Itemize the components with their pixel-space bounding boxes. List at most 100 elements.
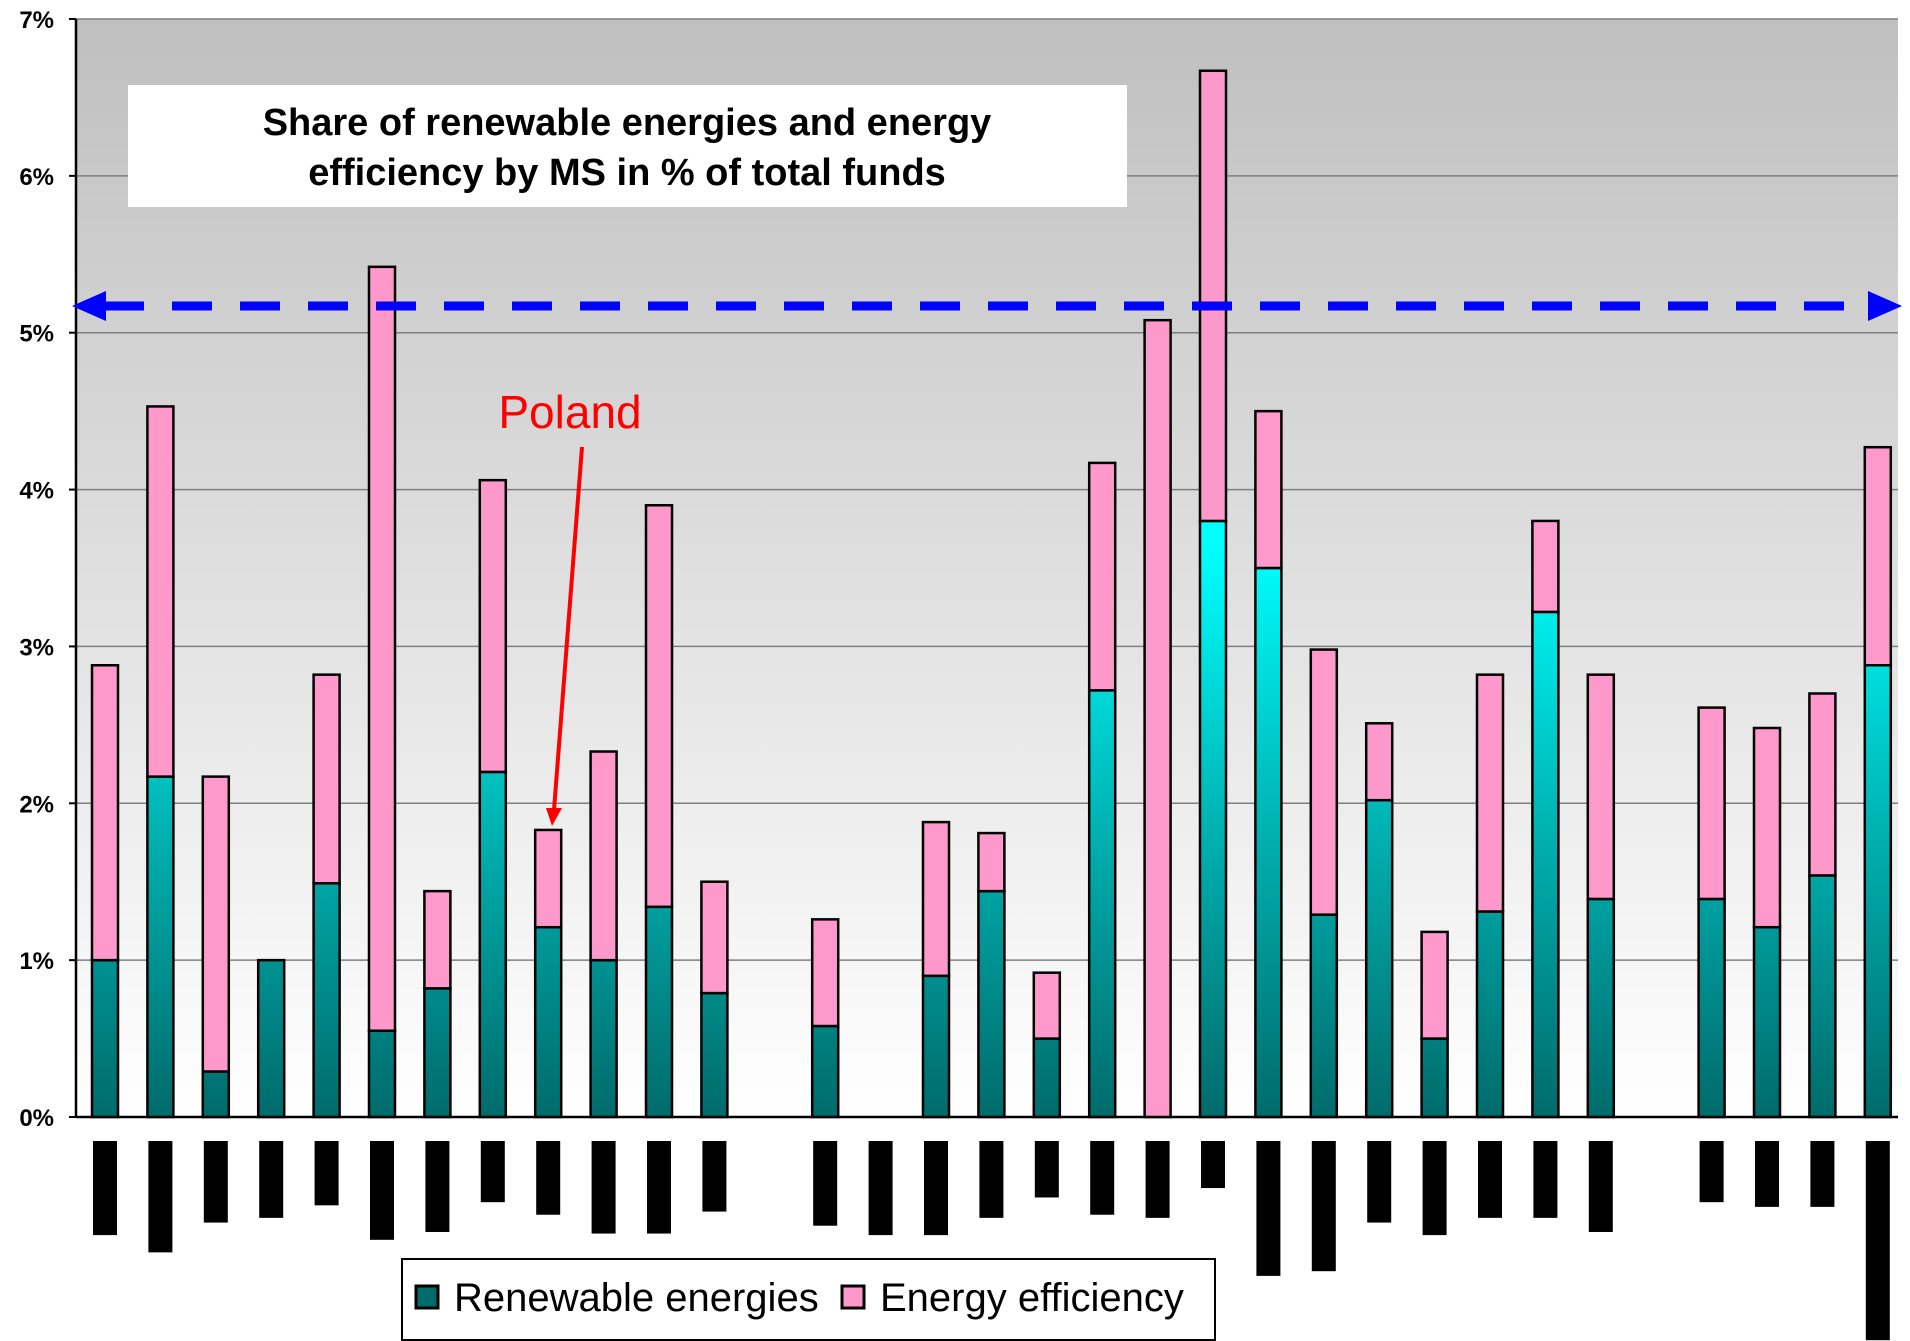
lower-bar [1865,1141,1890,1341]
bar-renewable [423,987,452,1119]
lower-bar [1755,1141,1779,1207]
lower-bar [647,1141,671,1234]
bar-efficiency [700,880,729,995]
lower-bar [370,1141,394,1240]
lower-bar [1034,1141,1059,1198]
lower-bar [425,1141,450,1232]
y-tick-label: 1% [19,948,54,975]
lower-bar [1311,1141,1336,1272]
bar-efficiency [810,918,840,1028]
legend-label-efficiency: Energy efficiency [880,1276,1184,1320]
lower-bar [1478,1141,1502,1218]
bar-efficiency [533,828,563,929]
bar-renewable [1032,1037,1062,1119]
chart-title-line-2: efficiency by MS in % of total funds [308,152,946,194]
y-tick-label: 3% [19,634,54,661]
bar-efficiency [1697,706,1726,901]
reference-arrow-right [1868,291,1902,322]
bar-efficiency [478,478,508,774]
y-tick-label: 4% [19,478,54,505]
reference-line [72,291,1902,322]
bar-efficiency [644,504,674,909]
y-tick-label: 7% [19,7,54,34]
lower-bar [868,1141,893,1236]
bar-renewable [1087,689,1117,1119]
lower-bar [148,1141,173,1253]
lower-bar [1145,1141,1170,1218]
bar-efficiency [1808,692,1837,877]
lower-bars [93,1141,1890,1341]
y-tick-label: 2% [19,791,54,818]
bar-efficiency [1752,726,1782,929]
lower-bar [813,1141,838,1226]
bar-efficiency [146,405,175,778]
lower-bar [591,1141,616,1234]
lower-bar [93,1141,117,1236]
bar-efficiency [1309,648,1339,916]
bar-renewable [367,1029,397,1119]
legend: Renewable energies Energy efficiency [401,1258,1216,1341]
bar-renewable [589,958,618,1119]
lower-bar [480,1141,505,1203]
poland-annotation: Poland [498,386,642,826]
bar-renewable [810,1024,840,1119]
bar-efficiency [1143,318,1172,1119]
lower-bar [1367,1141,1392,1223]
bar-renewable [921,974,951,1119]
bar-efficiency [1863,445,1893,667]
bar-efficiency [589,750,618,962]
lower-bar [1810,1141,1835,1207]
bar-renewable [1531,610,1560,1119]
bar-efficiency [312,673,341,885]
bar-renewable [478,770,508,1119]
bar-efficiency [423,889,452,990]
bar-renewable [90,958,120,1119]
bar-efficiency [1475,673,1505,913]
y-tick-label: 5% [19,321,54,348]
bar-efficiency [1420,930,1449,1040]
bar-efficiency [1198,69,1228,523]
bar-renewable [644,905,674,1119]
bar-efficiency [1531,519,1560,614]
bar-renewable [1254,566,1283,1119]
lower-bar [1533,1141,1558,1218]
bar-renewable [1364,798,1394,1119]
bar-renewable [1475,910,1505,1119]
bar-renewable [312,882,341,1119]
bar-renewable [1752,925,1782,1119]
bar-efficiency [1364,722,1394,802]
bar-renewable [533,925,563,1119]
bar-renewable [1808,874,1837,1119]
lower-bar [1090,1141,1115,1215]
bar-efficiency [921,820,951,978]
reference-arrow-left [72,291,106,322]
bar-renewable [1309,913,1339,1119]
lower-bar [1588,1141,1613,1232]
lower-bar [314,1141,339,1206]
bar-renewable [146,775,175,1119]
title-box-background [128,85,1127,207]
lower-bar [1699,1141,1724,1203]
bar-efficiency [1032,971,1062,1040]
y-tick-label: 6% [19,164,54,191]
lower-bar [1422,1141,1447,1236]
legend-label-renewable: Renewable energies [454,1276,819,1320]
bar-efficiency [1586,673,1616,901]
lower-bar [1256,1141,1281,1276]
bar-renewable [977,889,1006,1119]
lower-bar [203,1141,228,1223]
legend-swatch-efficiency [840,1284,866,1310]
bar-renewable [1697,897,1726,1119]
bar-renewable [1420,1037,1449,1119]
bar-renewable [256,958,286,1119]
y-tick-label: 0% [19,1105,54,1132]
lower-bar [979,1141,1004,1218]
bar-efficiency [977,831,1006,893]
bar-renewable [1863,664,1893,1119]
bar-efficiency [201,775,231,1073]
annotation-poland-arrow-shaft [552,446,584,811]
bar-efficiency [1254,409,1283,570]
lower-bar [1201,1141,1225,1189]
bar-efficiency [1087,461,1117,692]
